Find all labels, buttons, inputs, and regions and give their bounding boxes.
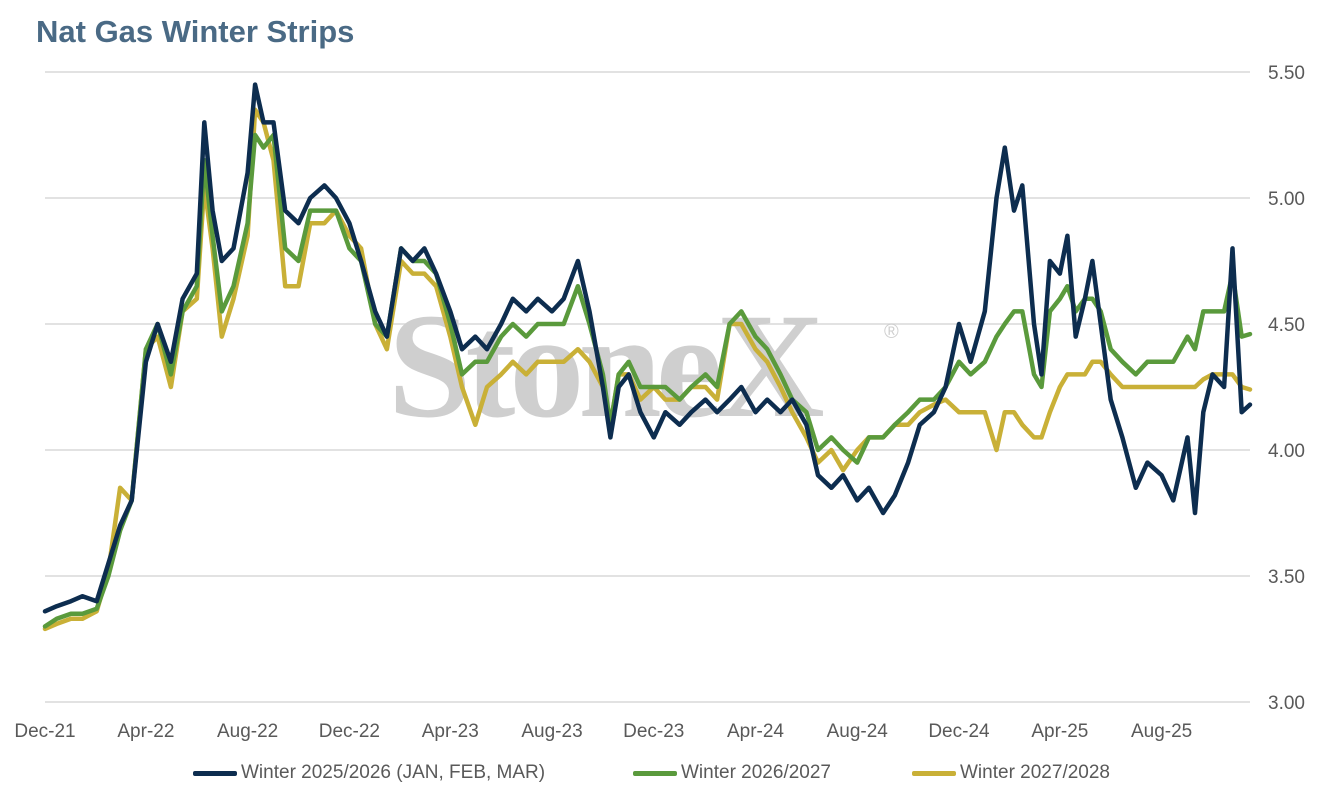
legend-item-1: Winter 2026/2027	[633, 762, 831, 784]
legend: Winter 2025/2026 (JAN, FEB, MAR) Winter 2…	[0, 762, 1327, 792]
x-axis-ticks: Dec-21 Apr-22 Aug-22 Dec-22 Apr-23 Aug-23 Dec-…	[14, 721, 1192, 742]
series-line-0	[42, 82, 1253, 614]
x-tick-label: Aug-25	[1131, 721, 1192, 742]
legend-item-2: Winter 2027/2028	[912, 762, 1110, 784]
y-tick-label: 3.50	[1268, 567, 1305, 588]
watermark-logo: StoneX ®	[388, 283, 899, 449]
legend-swatch	[193, 770, 237, 776]
legend-label: Winter 2026/2027	[681, 762, 831, 783]
y-tick-label: 4.00	[1268, 441, 1305, 462]
x-tick-label: Apr-24	[727, 721, 784, 742]
legend-item-0: Winter 2025/2026 (JAN, FEB, MAR)	[193, 762, 545, 784]
y-tick-label: 4.50	[1268, 315, 1305, 336]
x-tick-label: Apr-23	[422, 721, 479, 742]
series-lines	[42, 82, 1253, 632]
x-tick-label: Aug-24	[827, 721, 889, 742]
y-axis-ticks: 3.00 3.50 4.00 4.50 5.00 5.50	[1268, 63, 1305, 714]
x-tick-label: Apr-22	[117, 721, 174, 742]
legend-swatch	[912, 770, 956, 776]
chart-title: Nat Gas Winter Strips	[36, 14, 355, 49]
y-tick-label: 5.50	[1268, 63, 1305, 84]
x-tick-label: Dec-21	[14, 721, 75, 742]
x-tick-label: Dec-22	[319, 721, 380, 742]
y-tick-label: 5.00	[1268, 189, 1305, 210]
x-tick-label: Aug-23	[521, 721, 582, 742]
grid-lines	[45, 71, 1250, 703]
x-tick-label: Apr-25	[1031, 721, 1088, 742]
watermark-text: StoneX	[388, 283, 823, 449]
y-tick-label: 3.00	[1268, 693, 1305, 714]
legend-label: Winter 2025/2026 (JAN, FEB, MAR)	[241, 762, 546, 783]
x-tick-label: Dec-23	[623, 721, 684, 742]
legend-swatch	[633, 770, 677, 776]
legend-label: Winter 2027/2028	[960, 762, 1110, 783]
watermark-registered-icon: ®	[884, 321, 899, 343]
x-tick-label: Aug-22	[217, 721, 278, 742]
x-tick-label: Dec-24	[928, 721, 990, 742]
